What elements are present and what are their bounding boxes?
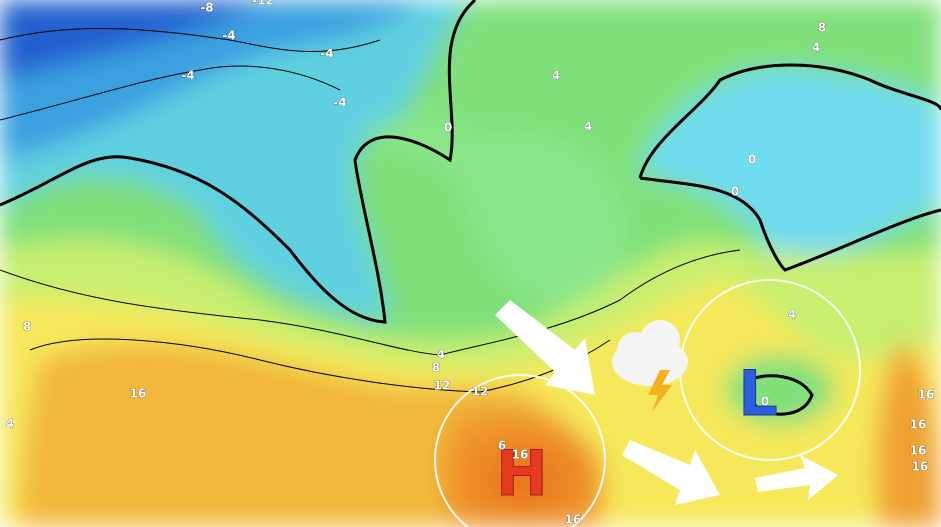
contour-label: 8: [23, 320, 31, 334]
contour-label: -12: [252, 0, 274, 8]
contour-label: 4: [6, 417, 14, 431]
contour-label: 16: [910, 444, 927, 458]
contour-label: -4: [320, 47, 333, 61]
contour-label: 0: [761, 395, 769, 409]
contour-label: 0: [748, 153, 756, 167]
contour-label: 16: [918, 388, 935, 402]
contour-label: 16: [565, 513, 582, 527]
contour-label: -4: [333, 96, 346, 110]
contour-label: -8: [200, 1, 213, 15]
contour-label: 16: [912, 460, 929, 474]
contour-label: 6: [498, 439, 506, 453]
isotherms: [0, 0, 941, 416]
contour-label: 4: [552, 69, 560, 83]
contour-label: -4: [181, 69, 194, 83]
contour-label: 16: [910, 418, 927, 432]
contour-label: -4: [222, 29, 235, 43]
low-pressure: L: [738, 357, 778, 430]
contour-label: 16: [512, 448, 529, 462]
contour-label: 12: [472, 385, 489, 399]
contour-label: 4: [584, 120, 592, 134]
contour-label: 8: [432, 361, 440, 375]
contour-label: 12: [434, 379, 451, 393]
contour-label: 16: [130, 387, 147, 401]
contour-label: 8: [818, 21, 826, 35]
contour-label: 4: [437, 348, 445, 362]
contour-label: 4: [788, 308, 796, 322]
contour-label: 4: [812, 41, 820, 55]
contour-label: 0: [444, 121, 452, 135]
contour-labels: -8 -12 -4 -4 -4 -4 0 4 4 8 4 0 0 8 16 4 …: [6, 0, 935, 527]
storm-icon: [612, 320, 688, 412]
wind-arrows: [495, 300, 838, 505]
contour-label: 0: [731, 185, 739, 199]
high-pressure: H: [496, 437, 548, 510]
